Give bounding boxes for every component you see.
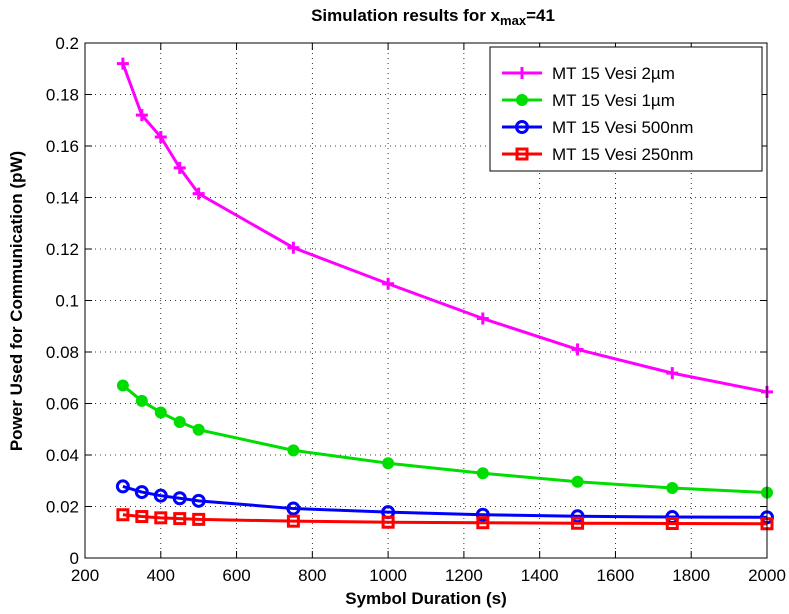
data-point [475, 507, 490, 522]
data-point [571, 516, 585, 530]
data-point [154, 406, 167, 419]
data-point [135, 394, 148, 407]
axis-ticks: 200 400 600 800 1000 1200 1400 1600 1800 2000 0 0.0… [46, 34, 786, 585]
data-point [116, 57, 129, 70]
chart-title: Simulation results for xmax=41 [311, 6, 555, 28]
y-tick-label: 0.14 [46, 189, 79, 208]
series-1 [116, 57, 773, 398]
y-tick-label: 0.06 [46, 395, 79, 414]
legend-item: MT 15 Vesi 2µm [502, 64, 675, 83]
data-point [134, 485, 149, 500]
data-point [172, 491, 187, 506]
legend: MT 15 Vesi 2µm MT 15 Vesi 1µm MT 15 Vesi 5… [489, 46, 763, 172]
data-point [173, 161, 186, 174]
legend-item: MT 15 Vesi 500nm [502, 118, 693, 137]
data-point [381, 515, 395, 529]
data-point [173, 512, 187, 526]
x-tick-label: 400 [147, 566, 175, 585]
x-tick-label: 1000 [369, 566, 407, 585]
data-point [476, 312, 489, 325]
data-point [192, 187, 205, 200]
legend-label: MT 15 Vesi 2µm [552, 64, 675, 83]
data-point [135, 109, 148, 122]
data-point [287, 444, 300, 457]
x-tick-label: 1600 [597, 566, 635, 585]
x-tick-label: 200 [71, 566, 99, 585]
y-tick-label: 0.16 [46, 137, 79, 156]
y-tick-label: 0.08 [46, 343, 79, 362]
chart-title-suffix: =41 [526, 6, 555, 25]
legend-label: MT 15 Vesi 1µm [552, 91, 675, 110]
data-point [154, 511, 168, 525]
data-point [476, 467, 489, 480]
legend-label: MT 15 Vesi 250nm [552, 145, 693, 164]
chart-title-prefix: Simulation results for x [311, 6, 500, 25]
series-4 [116, 508, 774, 531]
y-tick-label: 0.12 [46, 240, 79, 259]
chart-title-subscript: max [500, 13, 527, 28]
data-point [116, 508, 130, 522]
y-tick-label: 0.18 [46, 86, 79, 105]
x-tick-label: 2000 [748, 566, 786, 585]
series-2 [116, 379, 773, 499]
data-point [382, 277, 395, 290]
data-point [116, 379, 129, 392]
legend-marker [515, 147, 529, 161]
legend-box [489, 46, 763, 172]
y-tick-label: 0 [70, 549, 79, 568]
data-point [115, 479, 130, 494]
data-point [153, 488, 168, 503]
data-point [173, 416, 186, 429]
data-point [666, 481, 679, 494]
data-point [287, 241, 300, 254]
legend-marker [516, 94, 528, 106]
series-group [115, 57, 774, 531]
legend-item: MT 15 Vesi 250nm [502, 145, 693, 164]
legend-item: MT 15 Vesi 1µm [502, 91, 675, 110]
data-point [286, 501, 301, 516]
data-point [192, 423, 205, 436]
data-point [476, 516, 490, 530]
legend-label: MT 15 Vesi 500nm [552, 118, 693, 137]
x-tick-label: 1800 [672, 566, 710, 585]
legend-marker [515, 120, 529, 134]
y-tick-label: 0.2 [55, 34, 79, 53]
data-point [192, 512, 206, 526]
y-tick-label: 0.02 [46, 498, 79, 517]
data-point [382, 457, 395, 470]
data-point [665, 516, 679, 530]
y-axis-title: Power Used for Communication (pW) [7, 151, 26, 451]
x-axis-title: Symbol Duration (s) [345, 589, 507, 608]
data-point [135, 510, 149, 524]
y-tick-label: 0.1 [55, 292, 79, 311]
legend-marker [516, 67, 528, 79]
data-point [154, 130, 167, 143]
x-tick-label: 600 [222, 566, 250, 585]
x-tick-label: 1200 [445, 566, 483, 585]
x-tick-label: 800 [298, 566, 326, 585]
data-point [666, 367, 679, 380]
data-point [286, 514, 300, 528]
data-point [571, 343, 584, 356]
data-point [571, 475, 584, 488]
x-tick-label: 1400 [521, 566, 559, 585]
y-tick-label: 0.04 [46, 446, 79, 465]
data-point [191, 493, 206, 508]
